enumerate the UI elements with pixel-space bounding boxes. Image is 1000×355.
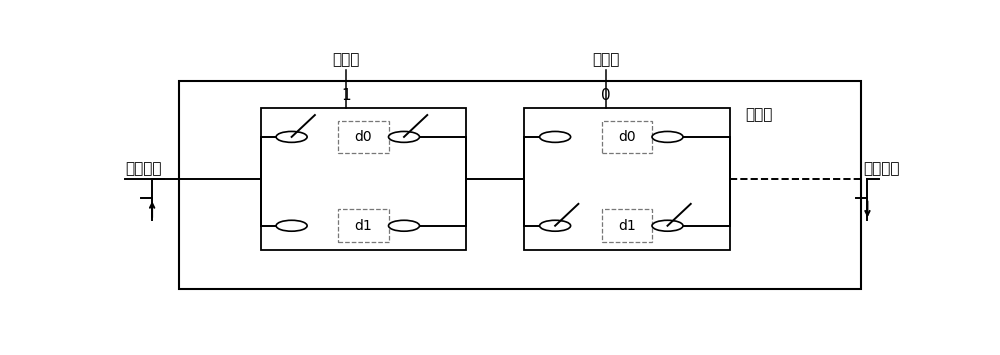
Circle shape: [540, 220, 571, 231]
Text: 挑战位: 挑战位: [332, 52, 360, 67]
Text: 延时节点: 延时节点: [610, 228, 644, 242]
Circle shape: [540, 131, 571, 142]
Bar: [602, 209, 652, 242]
Bar: [261, 108, 466, 250]
Circle shape: [389, 220, 420, 231]
Bar: [338, 209, 388, 242]
Bar: [179, 81, 861, 289]
Circle shape: [389, 131, 420, 142]
Text: 挑战位: 挑战位: [592, 52, 619, 67]
Circle shape: [276, 220, 307, 231]
Text: d0: d0: [354, 130, 372, 144]
Circle shape: [652, 220, 683, 231]
Text: d1: d1: [354, 219, 372, 233]
Text: 延时链: 延时链: [745, 108, 772, 122]
Circle shape: [276, 131, 307, 142]
Text: 输入信号: 输入信号: [125, 162, 162, 176]
Text: d1: d1: [618, 219, 636, 233]
Circle shape: [652, 131, 683, 142]
Bar: [602, 120, 652, 153]
Text: 0: 0: [601, 88, 610, 103]
Text: 延时节点: 延时节点: [347, 228, 380, 242]
Bar: [524, 108, 730, 250]
Text: 1: 1: [341, 88, 351, 103]
Text: d0: d0: [618, 130, 636, 144]
Text: 输出信号: 输出信号: [864, 162, 900, 176]
Bar: [338, 120, 388, 153]
